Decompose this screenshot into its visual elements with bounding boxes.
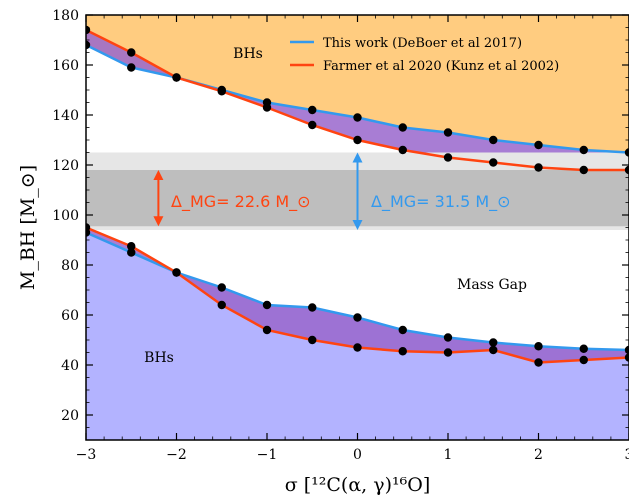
farmer-lower-point: [217, 300, 226, 310]
annotations: σ [¹²C(α, γ)¹⁶O] M_BH [M_⊙] BHs BHs Mass Gap…: [17, 46, 527, 496]
delta-farmer-arrow-head-down: [153, 216, 164, 227]
x-tick-label: 0: [353, 447, 362, 463]
farmer-upper-point: [262, 103, 272, 112]
x-tick-label: −2: [166, 447, 187, 463]
delta-farmer-label: Δ_MG= 22.6 M_⊙: [171, 192, 311, 212]
farmer-lower-point: [579, 355, 588, 365]
y-tick-label: 120: [52, 158, 79, 174]
x-tick-label: 2: [534, 447, 543, 463]
this-work-lower-point: [443, 333, 453, 342]
farmer-upper-point: [86, 25, 91, 35]
delta-this-work-arrow-head-down: [352, 220, 363, 230]
y-tick-label: 20: [61, 408, 79, 424]
farmer-upper-point: [217, 87, 226, 96]
farmer-lower-point: [353, 343, 362, 352]
this-work-lower-point: [262, 300, 272, 310]
this-work-lower-point: [579, 344, 588, 353]
y-tick-label: 60: [61, 308, 79, 324]
delta-farmer-arrow-head-up: [153, 170, 164, 180]
legend: This work (DeBoer et al 2017) Farmer et a…: [290, 36, 559, 74]
this-work-lower-point: [217, 283, 226, 292]
bh-top-region: [86, 15, 629, 153]
axis-ticks: −3 −2 −1 0 1 2 3 20 40 60 80 100 120 140 160 180: [52, 8, 629, 463]
this-work-upper-point: [534, 140, 543, 150]
farmer-lower-point: [127, 242, 136, 251]
this-work-upper-point: [398, 123, 407, 132]
this-work-upper-point: [579, 145, 588, 155]
farmer-upper-point: [172, 73, 181, 82]
y-tick-label: 40: [61, 358, 79, 374]
this-work-upper-point: [308, 105, 317, 115]
y-tick-label: 180: [52, 8, 79, 24]
farmer-upper-point: [489, 158, 498, 167]
farmer-lower-point: [624, 353, 629, 362]
mass-gap-label: Mass Gap: [457, 277, 527, 293]
farmer-upper-point: [443, 153, 453, 162]
this-work-lower-point: [624, 345, 629, 355]
bh-bottom-label: BHs: [144, 350, 174, 366]
x-tick-label: −3: [76, 447, 97, 463]
plot-area: [86, 15, 629, 440]
x-tick-label: −1: [257, 447, 278, 463]
this-work-upper-point: [127, 63, 136, 72]
farmer-upper-point: [579, 165, 588, 175]
delta-this-work-label: Δ_MG= 31.5 M_⊙: [371, 192, 511, 212]
farmer-lower-point: [262, 325, 272, 335]
farmer-lower-point: [398, 347, 407, 356]
this-work-upper-point: [443, 128, 453, 137]
this-work-lower-point: [127, 248, 136, 257]
x-tick-label: 3: [625, 447, 629, 463]
this-work-lower-point: [489, 338, 498, 347]
delta-farmer-arrow: [153, 170, 164, 227]
x-axis-label: σ [¹²C(α, γ)¹⁶O]: [285, 474, 431, 496]
this-work-lower-point: [398, 325, 407, 335]
this-work-upper-point: [489, 135, 498, 145]
farmer-upper-point: [127, 48, 136, 57]
x-tick-label: 1: [444, 447, 453, 463]
legend-label: This work (DeBoer et al 2017): [323, 36, 522, 51]
delta-this-work-arrow: [352, 152, 363, 230]
farmer-upper-point: [624, 165, 629, 175]
this-work-lower-point: [308, 303, 317, 312]
y-tick-label: 160: [52, 58, 79, 74]
farmer-upper-point: [534, 163, 543, 172]
y-tick-label: 80: [61, 258, 79, 274]
y-tick-label: 140: [52, 108, 79, 124]
bh-top-label: BHs: [233, 46, 263, 62]
this-work-lower-point: [353, 313, 362, 322]
this-work-upper-point: [86, 40, 91, 50]
this-work-lower-point: [534, 342, 543, 351]
farmer-lower-point: [308, 335, 317, 345]
farmer-upper-point: [398, 145, 407, 155]
farmer-lower-point: [172, 268, 181, 277]
legend-label: Farmer et al 2020 (Kunz et al 2002): [323, 59, 559, 74]
y-axis-label: M_BH [M_⊙]: [17, 165, 39, 290]
farmer-lower-point: [443, 348, 453, 357]
this-work-upper-point: [353, 113, 362, 122]
y-tick-label: 100: [52, 208, 79, 224]
farmer-lower-point: [534, 358, 543, 367]
farmer-lower-point: [489, 345, 498, 355]
farmer-upper-point: [308, 120, 317, 130]
farmer-upper-point: [353, 135, 362, 145]
delta-this-work-arrow-head-up: [352, 152, 363, 163]
